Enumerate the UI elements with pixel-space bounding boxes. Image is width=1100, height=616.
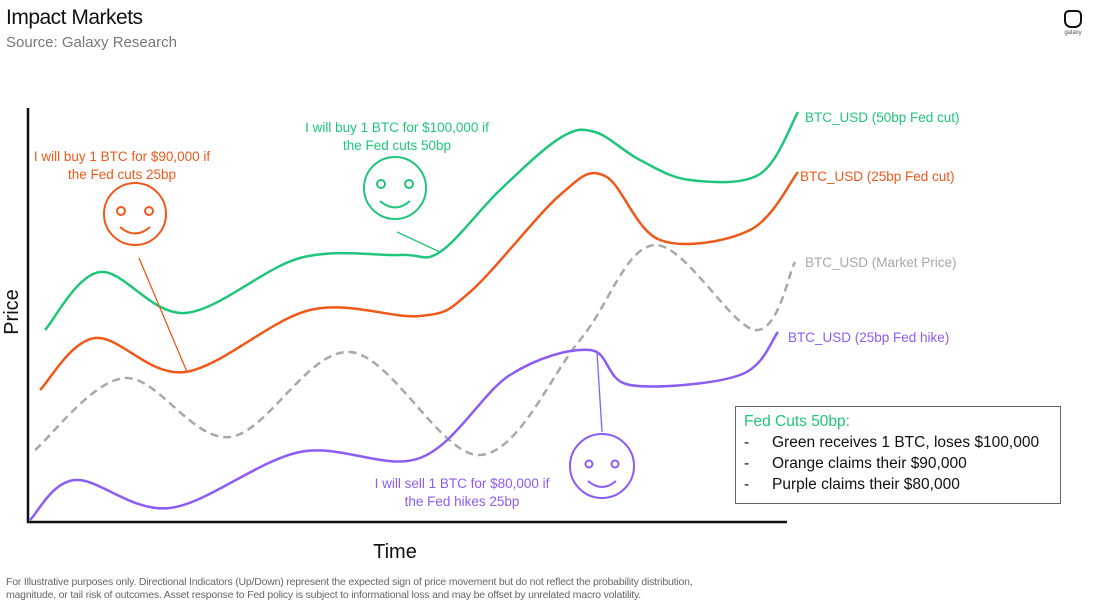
callout-orange-pointer xyxy=(138,257,188,373)
galaxy-logo-icon xyxy=(1064,10,1082,28)
series-line-market-price xyxy=(34,243,797,457)
disclaimer-line: magnitude, or tail risk of outcomes. Ass… xyxy=(6,589,641,601)
callout-orange-line1: I will buy 1 BTC for $90,000 if xyxy=(34,149,211,164)
page-title: Impact Markets xyxy=(6,6,143,29)
summary-item-text: Green receives 1 BTC, loses $100,000 xyxy=(772,434,1040,451)
callout-purple-pointer xyxy=(596,351,603,433)
smiley-icon xyxy=(103,182,167,246)
callout-orange-line2: the Fed cuts 25bp xyxy=(68,167,176,182)
bullet: - xyxy=(744,476,750,493)
series-label-50bp-cut: BTC_USD (50bp Fed cut) xyxy=(805,110,960,125)
series-line-25bp-hike xyxy=(29,331,780,521)
summary-item: - Orange claims their $90,000 xyxy=(744,453,1052,474)
smiley-icon xyxy=(569,433,635,499)
series-label-market-price: BTC_USD (Market Price) xyxy=(805,255,957,270)
series-line-50bp-cut xyxy=(44,111,800,331)
x-axis-label: Time xyxy=(373,541,417,563)
summary-box: Fed Cuts 50bp: - Green receives 1 BTC, lo… xyxy=(735,406,1061,504)
logo-text: galaxy xyxy=(1064,30,1082,36)
bullet: - xyxy=(744,434,750,451)
bullet: - xyxy=(744,455,750,472)
callout-green-line2: the Fed cuts 50bp xyxy=(343,138,451,153)
summary-item: - Purple claims their $80,000 xyxy=(744,474,1052,495)
series-label-25bp-cut: BTC_USD (25bp Fed cut) xyxy=(800,169,955,184)
smiley-icon xyxy=(363,156,427,220)
callout-green-line1: I will buy 1 BTC for $100,000 if xyxy=(305,120,489,135)
y-axis-label: Price xyxy=(1,289,23,335)
summary-item-text: Purple claims their $80,000 xyxy=(772,476,960,493)
summary-heading: Fed Cuts 50bp: xyxy=(744,413,850,430)
series-line-25bp-cut xyxy=(39,171,799,391)
summary-item-text: Orange claims their $90,000 xyxy=(772,455,967,472)
callout-purple-line2: the Fed hikes 25bp xyxy=(405,494,520,509)
page-subtitle: Source: Galaxy Research xyxy=(6,34,177,51)
callout-green-pointer xyxy=(396,231,441,253)
summary-item: - Green receives 1 BTC, loses $100,000 xyxy=(744,432,1052,453)
series-label-25bp-hike: BTC_USD (25bp Fed hike) xyxy=(788,330,949,345)
disclaimer: For Illustrative purposes only. Directio… xyxy=(6,576,693,602)
galaxy-logo: galaxy xyxy=(1060,10,1086,36)
disclaimer-line: For Illustrative purposes only. Directio… xyxy=(6,576,693,588)
callout-purple-line1: I will sell 1 BTC for $80,000 if xyxy=(375,476,550,491)
